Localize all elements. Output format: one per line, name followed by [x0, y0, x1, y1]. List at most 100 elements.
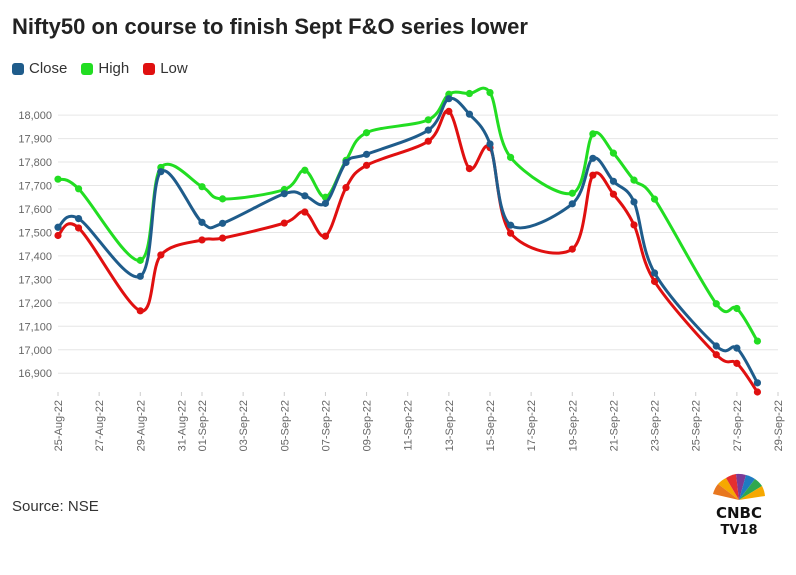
- y-tick-label: 18,000: [18, 110, 52, 122]
- point-low-10: [362, 161, 371, 169]
- point-low-15: [506, 229, 515, 237]
- point-high-0: [54, 175, 62, 183]
- point-low-19: [630, 221, 638, 229]
- point-low-18: [609, 190, 618, 198]
- point-high-4: [198, 183, 206, 191]
- point-low-16: [568, 245, 576, 253]
- point-close-10: [362, 150, 371, 158]
- x-tick-label: 25-Sep-22: [691, 400, 703, 451]
- point-close-14: [486, 140, 494, 148]
- point-low-0: [54, 231, 62, 240]
- y-tick-label: 17,400: [18, 251, 52, 263]
- x-tick-label: 13-Sep-22: [444, 400, 456, 451]
- point-close-4: [198, 218, 206, 226]
- point-low-20: [650, 277, 659, 286]
- point-high-1: [74, 185, 83, 193]
- x-tick-label: 29-Sep-22: [773, 400, 785, 451]
- point-close-12: [445, 95, 453, 103]
- point-high-19: [630, 176, 638, 184]
- series-line-high: [56, 86, 759, 343]
- point-high-21: [712, 300, 720, 308]
- legend-label-close: Close: [29, 60, 68, 77]
- x-tick-label: 29-Aug-22: [135, 400, 147, 451]
- point-high-5: [218, 195, 227, 203]
- point-close-15: [506, 221, 515, 229]
- point-low-8: [321, 232, 330, 240]
- legend-label-high: High: [98, 60, 130, 77]
- point-low-4: [198, 236, 206, 244]
- y-tick-label: 17,300: [18, 274, 52, 286]
- y-tick-label: 17,600: [18, 204, 52, 216]
- point-close-21: [712, 342, 720, 350]
- point-close-5: [218, 219, 227, 227]
- y-tick-label: 17,200: [18, 298, 52, 310]
- legend-item-low[interactable]: Low: [143, 60, 188, 77]
- logo-line-1: CNBC: [716, 504, 762, 522]
- point-close-19: [630, 198, 638, 206]
- point-low-9: [342, 184, 350, 192]
- x-tick-label: 03-Sep-22: [238, 400, 250, 451]
- legend-label-low: Low: [160, 60, 188, 77]
- logo-line-2: TV18: [720, 523, 757, 538]
- point-low-21: [712, 351, 720, 359]
- point-high-23: [753, 337, 762, 345]
- x-tick-label: 15-Sep-22: [485, 400, 497, 451]
- point-low-7: [301, 208, 309, 216]
- x-tick-label: 21-Sep-22: [608, 400, 620, 451]
- series-line-close: [56, 96, 759, 385]
- x-tick-label: 05-Sep-22: [279, 400, 291, 451]
- peacock-icon: [713, 473, 765, 500]
- point-close-17: [589, 154, 597, 162]
- legend-swatch-high: [81, 62, 94, 75]
- point-high-11: [424, 116, 432, 124]
- y-tick-label: 17,700: [18, 181, 52, 193]
- legend-item-high[interactable]: High: [81, 60, 129, 77]
- point-close-6: [280, 190, 288, 198]
- x-tick-label: 17-Sep-22: [526, 400, 538, 451]
- point-close-13: [465, 110, 474, 118]
- point-high-18: [609, 149, 618, 157]
- point-low-6: [280, 219, 288, 227]
- y-tick-label: 17,800: [18, 157, 52, 169]
- x-tick-label: 25-Aug-22: [53, 400, 65, 451]
- point-close-8: [321, 199, 330, 207]
- legend-item-close[interactable]: Close: [12, 60, 67, 77]
- point-high-7: [301, 166, 309, 174]
- y-tick-label: 17,100: [18, 321, 52, 333]
- x-tick-label: 19-Sep-22: [567, 400, 579, 451]
- point-high-22: [733, 304, 741, 313]
- point-high-10: [362, 129, 371, 137]
- point-high-13: [465, 89, 474, 98]
- x-tick-label: 23-Sep-22: [650, 400, 662, 451]
- point-high-20: [650, 195, 659, 203]
- point-low-2: [136, 307, 144, 315]
- y-tick-label: 17,000: [18, 345, 52, 357]
- point-high-14: [486, 88, 494, 97]
- point-low-22: [733, 359, 741, 367]
- point-close-0: [54, 223, 62, 231]
- point-high-16: [568, 189, 576, 197]
- point-close-16: [568, 200, 576, 208]
- point-close-20: [650, 269, 659, 277]
- x-tick-label: 01-Sep-22: [197, 400, 209, 451]
- point-low-12: [445, 107, 453, 115]
- point-high-2: [136, 256, 144, 264]
- x-tick-label: 31-Aug-22: [176, 400, 188, 451]
- point-close-3: [157, 168, 165, 176]
- y-tick-label: 16,900: [18, 368, 52, 380]
- chart-title: Nifty50 on course to finish Sept F&O ser…: [12, 14, 528, 39]
- point-low-23: [753, 388, 762, 396]
- y-tick-label: 17,500: [18, 227, 52, 239]
- y-tick-label: 17,900: [18, 134, 52, 146]
- point-low-1: [74, 224, 83, 232]
- x-tick-label: 09-Sep-22: [362, 400, 374, 451]
- point-low-3: [157, 251, 165, 259]
- legend: Close High Low: [12, 60, 188, 77]
- legend-swatch-low: [143, 62, 156, 75]
- point-close-11: [424, 126, 432, 134]
- point-close-1: [74, 214, 83, 223]
- point-high-17: [589, 130, 597, 138]
- legend-swatch-close: [12, 62, 24, 75]
- point-close-23: [753, 379, 762, 387]
